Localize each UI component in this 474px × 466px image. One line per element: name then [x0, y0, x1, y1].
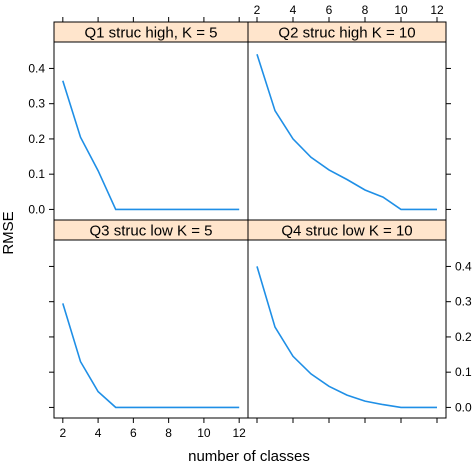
x-tick-label: 12 — [430, 3, 444, 17]
x-tick-label: 10 — [394, 3, 408, 17]
y-tick-label: 0.4 — [28, 61, 45, 75]
panel-1: Q1 struc high, K = 5 0.0 0.1 0.2 0.3 0.4 — [28, 17, 249, 221]
x-tick-label: 10 — [197, 426, 211, 440]
x-tick-label: 4 — [95, 426, 102, 440]
panel-4: Q4 struc low K = 10 0.0 0.1 0.2 0.3 0.4 — [247, 219, 472, 423]
panel-border — [247, 239, 447, 419]
x-tick-label: 6 — [326, 3, 333, 17]
panel-2: Q2 struc high K = 10 2 4 6 8 10 12 — [247, 3, 451, 221]
y-tick-label: 0.3 — [455, 295, 472, 309]
y-tick-label: 0.1 — [28, 167, 45, 181]
y-tick-label: 0.3 — [28, 97, 45, 111]
panel-border — [53, 239, 249, 419]
panel-border — [247, 41, 447, 221]
x-tick-label: 6 — [130, 426, 137, 440]
panel-3: Q3 struc low K = 5 2 4 6 8 10 12 — [49, 219, 249, 440]
x-tick-label: 8 — [362, 3, 369, 17]
x-tick-label: 2 — [254, 3, 261, 17]
y-tick-label: 0.2 — [455, 330, 472, 344]
x-tick-label: 12 — [233, 426, 247, 440]
series-line — [256, 266, 437, 409]
y-tick-label: 0.4 — [455, 259, 472, 273]
series-line — [62, 303, 240, 409]
y-axis-title: RMSE — [0, 211, 17, 254]
panel-strip-label: Q4 struc low K = 10 — [281, 223, 412, 240]
panel-border — [53, 41, 249, 221]
panel-strip-label: Q2 struc high K = 10 — [278, 25, 415, 42]
panel-strip-label: Q1 struc high, K = 5 — [85, 25, 218, 42]
y-tick-label: 0.2 — [28, 132, 45, 146]
series-line — [256, 54, 437, 211]
y-tick-label: 0.0 — [455, 400, 472, 414]
panel-strip-label: Q3 struc low K = 5 — [90, 223, 213, 240]
panels-group: Q1 struc high, K = 5 0.0 0.1 0.2 0.3 0.4 Q2 st… — [28, 3, 472, 440]
y-tick-label: 0.0 — [28, 202, 45, 216]
x-tick-label: 2 — [59, 426, 66, 440]
series-line — [62, 80, 240, 211]
x-axis-title: number of classes — [188, 448, 310, 465]
x-tick-label: 8 — [165, 426, 172, 440]
y-tick-label: 0.1 — [455, 365, 472, 379]
x-tick-label: 4 — [290, 3, 297, 17]
